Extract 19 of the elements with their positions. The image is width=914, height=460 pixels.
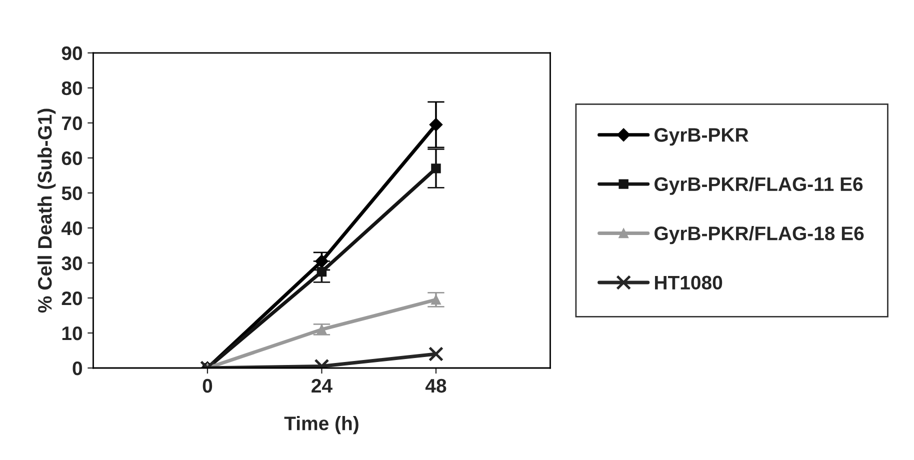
x-tick-label: 48 xyxy=(425,378,446,393)
x-tick-label: 0 xyxy=(202,378,212,393)
y-tick-label: 0 xyxy=(72,361,82,376)
y-tick-label: 70 xyxy=(62,116,82,130)
y-tick-label: 80 xyxy=(62,81,82,96)
y-tick-label: 60 xyxy=(62,151,82,166)
y-axis-title: % Cell Death (Sub-G1) xyxy=(38,108,56,313)
legend-label: GyrB-PKR xyxy=(654,128,748,146)
x-tick-label: 24 xyxy=(312,378,332,393)
x-axis-title: Time (h) xyxy=(284,416,358,434)
y-tick-label: 40 xyxy=(61,221,82,236)
legend-label: GyrB-PKR/FLAG-18 E6 xyxy=(654,226,864,244)
y-tick-label: 90 xyxy=(62,46,82,60)
y-tick-label: 50 xyxy=(62,186,82,200)
legend-label: HT1080 xyxy=(655,276,722,290)
legend-label: GyrB-PKR/FLAG-11 E6 xyxy=(654,176,863,195)
y-tick-label: 30 xyxy=(62,256,82,270)
y-tick-label: 10 xyxy=(62,326,82,340)
y-tick-label: 20 xyxy=(62,291,82,306)
